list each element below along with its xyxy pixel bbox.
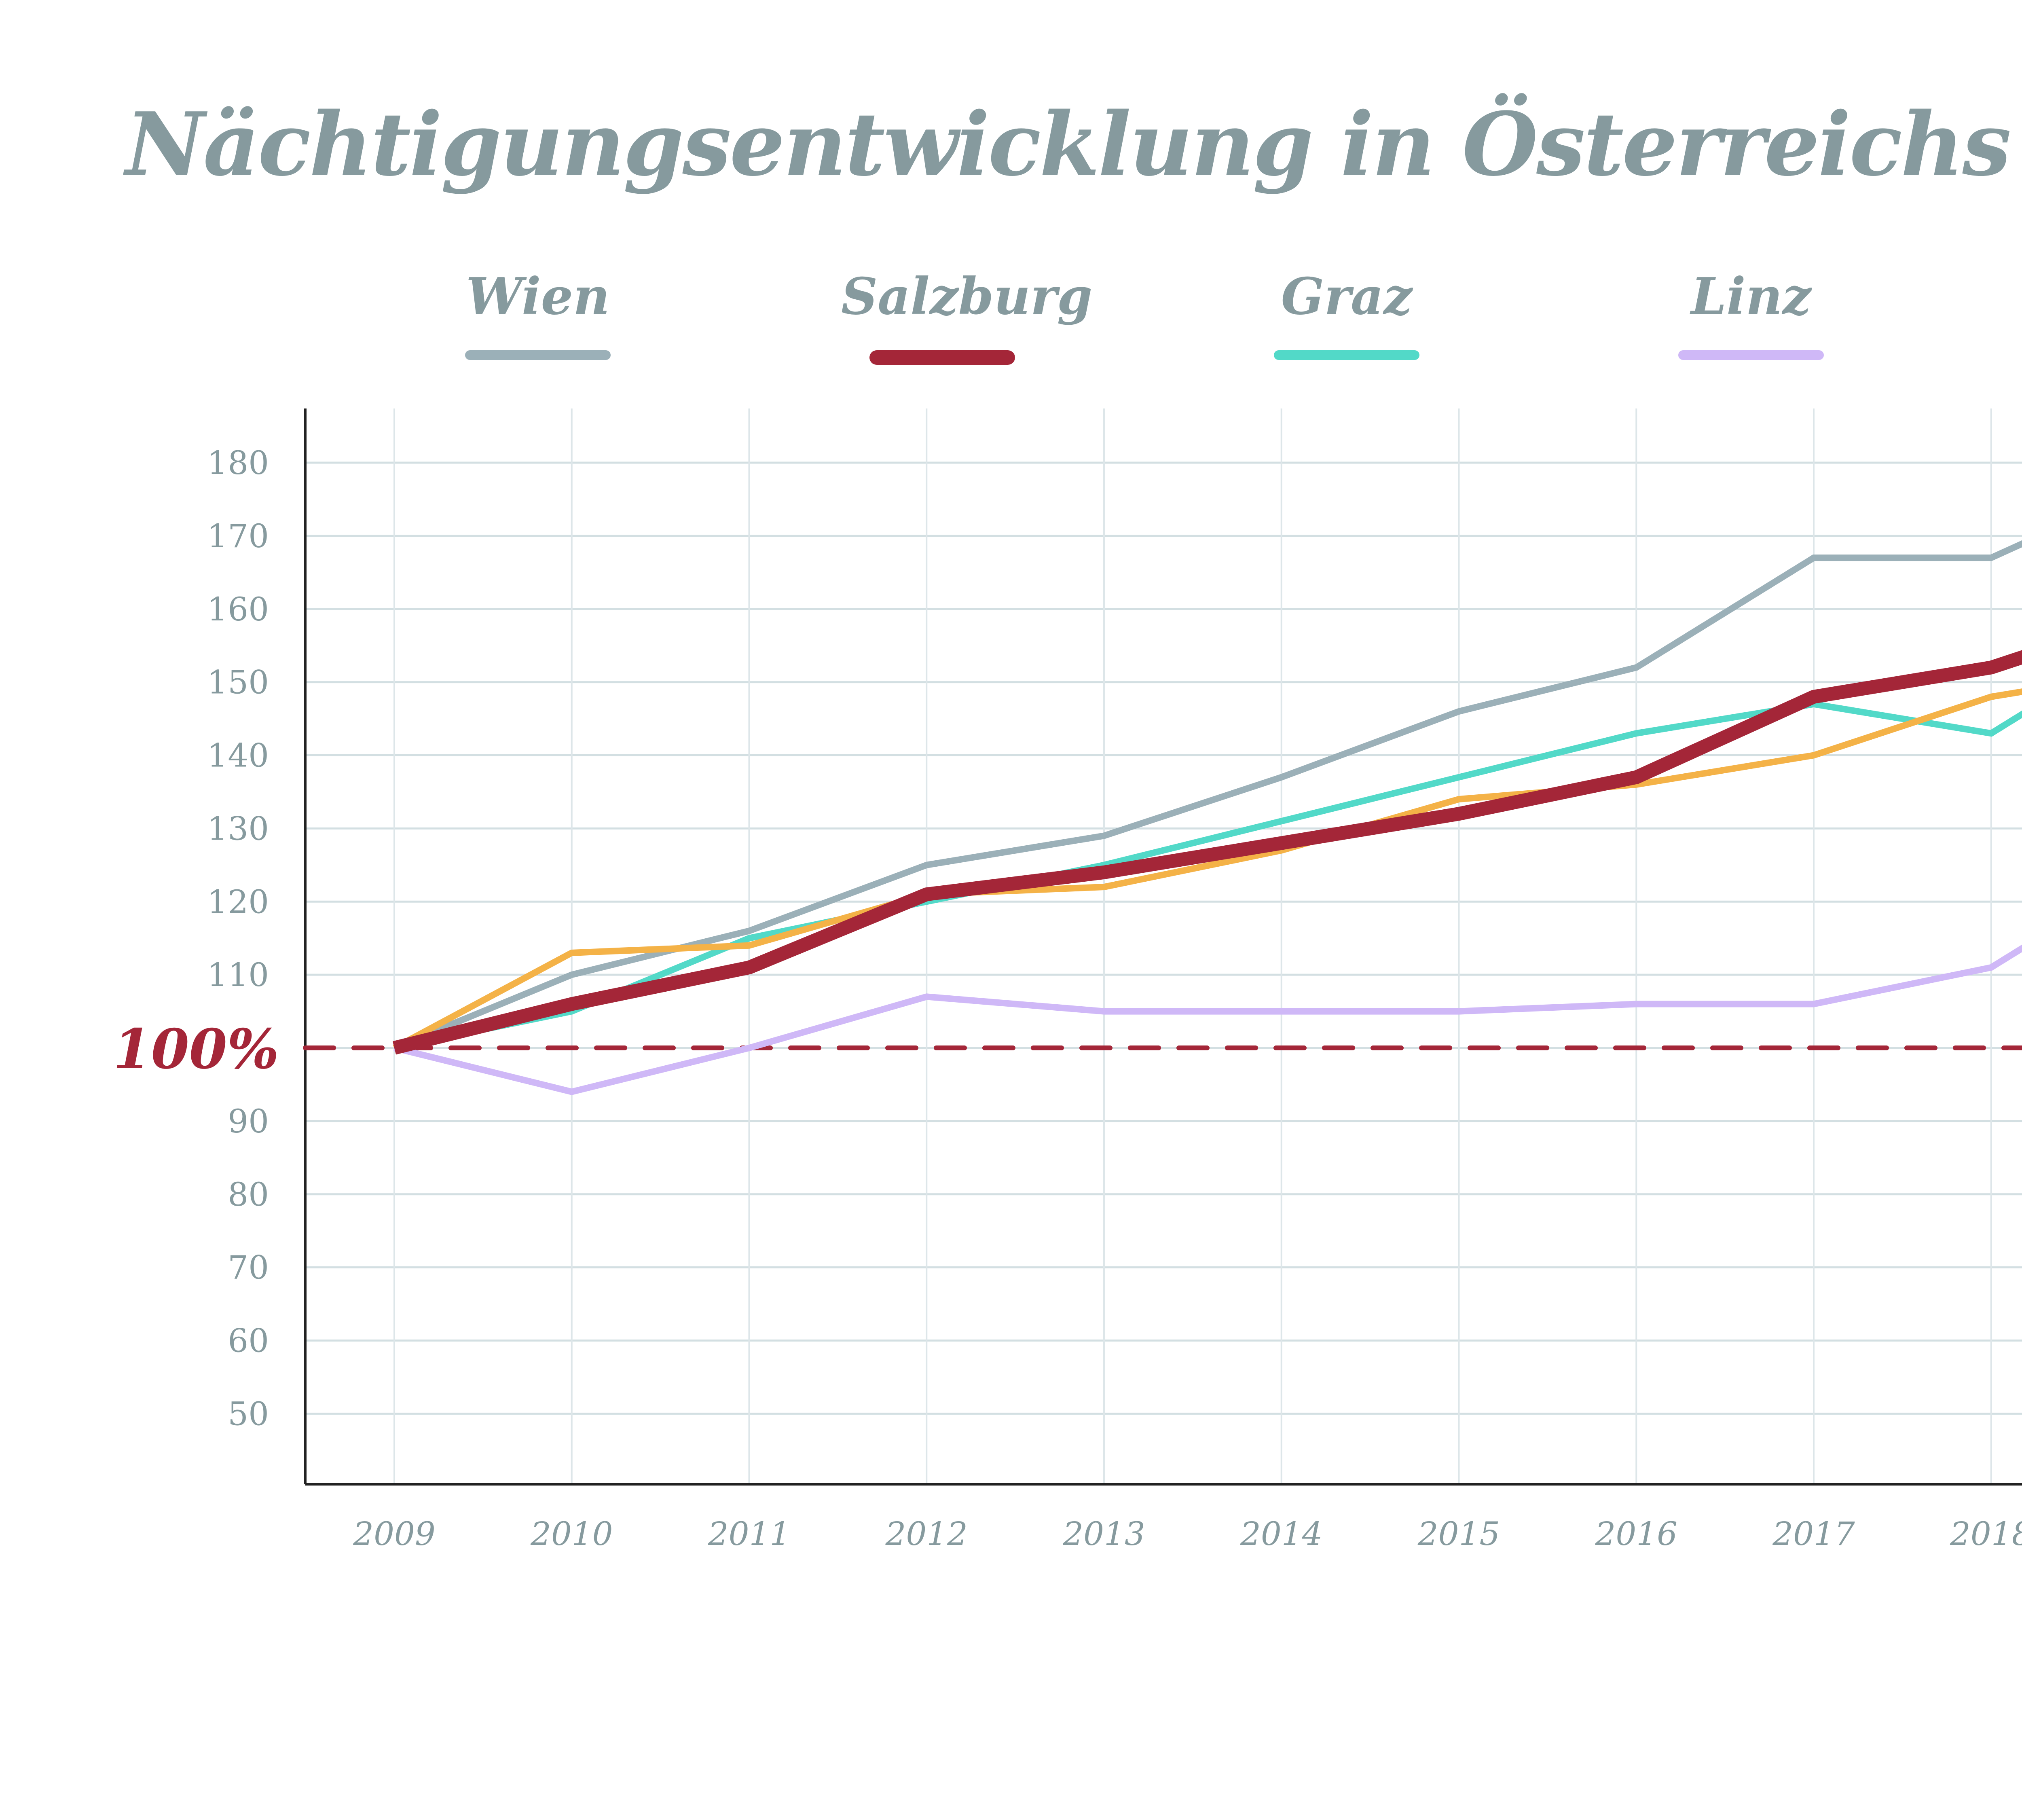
x-tick-label: 2015 bbox=[1417, 1515, 1500, 1553]
y-tick-label: 110 bbox=[207, 956, 269, 994]
x-tick-label: 2017 bbox=[1772, 1515, 1855, 1553]
y-tick-label: 150 bbox=[207, 664, 269, 701]
axes bbox=[303, 408, 2022, 1486]
series-lines bbox=[392, 540, 2022, 1095]
x-tick-label: 2013 bbox=[1062, 1515, 1145, 1553]
y-tick-label: 50 bbox=[228, 1395, 269, 1433]
x-tick-label: 2010 bbox=[530, 1515, 613, 1553]
legend-item-graz: Graz bbox=[1246, 267, 1448, 360]
y-tick-label: 80 bbox=[228, 1176, 269, 1213]
series-graz bbox=[393, 700, 2022, 1051]
legend-item-linz: Linz bbox=[1650, 267, 1852, 360]
tick-labels: 50 60 70 80 90 110 120 130 140 150 160 170 180 100% 20… bbox=[113, 444, 2022, 1553]
y-tick-label: 90 bbox=[228, 1103, 269, 1140]
y-tick-label: 120 bbox=[207, 883, 269, 921]
legend-swatch bbox=[465, 350, 611, 360]
x-tick-label: 2012 bbox=[885, 1515, 968, 1553]
legend-label: Wien bbox=[465, 267, 610, 326]
y-tick-label: 60 bbox=[228, 1322, 269, 1360]
legend-item-wien: Wien bbox=[437, 267, 639, 360]
legend-swatch bbox=[1274, 350, 1419, 360]
series-linz bbox=[393, 944, 2022, 1095]
x-tick-label: 2009 bbox=[353, 1515, 436, 1553]
x-tick-label: 2016 bbox=[1595, 1515, 1677, 1553]
legend-label: Graz bbox=[1281, 267, 1413, 326]
x-tick-label: 2014 bbox=[1240, 1515, 1323, 1553]
y-tick-label: 130 bbox=[207, 810, 269, 847]
legend-swatch bbox=[1678, 350, 1824, 360]
y-tick-label: 70 bbox=[228, 1249, 269, 1287]
legend-label: Linz bbox=[1691, 267, 1811, 326]
y-tick-label: 140 bbox=[207, 737, 269, 775]
baseline-label: 100% bbox=[113, 1017, 279, 1081]
series-wien bbox=[393, 540, 2022, 1051]
x-tick-label: 2011 bbox=[708, 1515, 791, 1553]
series-innsbruck bbox=[393, 688, 2022, 1051]
y-tick-label: 160 bbox=[207, 590, 269, 628]
x-tick-label: 2018 bbox=[1950, 1515, 2022, 1553]
series-salzburg bbox=[392, 650, 2022, 1055]
chart-title: Nächtigungsentwicklung in Österreichs La… bbox=[125, 93, 2022, 195]
grid bbox=[305, 408, 2022, 1484]
y-tick-label: 180 bbox=[207, 444, 269, 482]
legend-swatch bbox=[869, 350, 1015, 365]
y-tick-label: 170 bbox=[207, 517, 269, 555]
